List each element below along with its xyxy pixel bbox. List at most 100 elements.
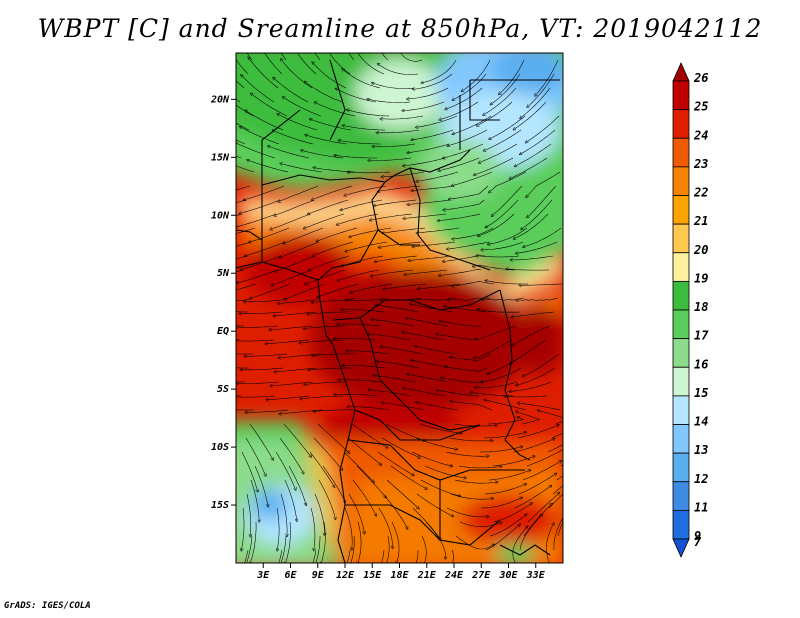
streamline <box>280 493 287 535</box>
streamline <box>479 213 515 236</box>
streamline <box>400 53 423 62</box>
streamline <box>412 129 454 140</box>
streamline <box>492 185 523 216</box>
lat-tick-label: 15S <box>211 500 229 511</box>
colorbar-label: 13 <box>694 443 708 457</box>
streamline <box>528 185 557 217</box>
streamline <box>308 199 349 214</box>
colorbar-swatch <box>672 538 690 558</box>
streamline <box>479 143 518 163</box>
streamline <box>278 114 318 131</box>
colorbar-label: 16 <box>694 357 708 371</box>
axis-ticks: 20N 15N 10N 5N EQ 5S 10S 15S 3E 6E 9E 12E 15E 18E 21E 2… <box>210 94 546 581</box>
streamline <box>451 549 454 563</box>
streamline <box>283 97 322 117</box>
streamline <box>315 103 356 117</box>
streamline <box>424 465 465 478</box>
streamline <box>451 353 492 361</box>
streamline <box>412 185 455 191</box>
streamline <box>245 241 286 256</box>
streamline <box>345 185 387 195</box>
streamline <box>488 470 530 481</box>
streamline <box>378 361 420 369</box>
streamline <box>250 227 290 242</box>
streamline <box>373 143 416 147</box>
streamline <box>560 464 563 467</box>
streamline <box>415 550 419 563</box>
streamline <box>444 199 485 210</box>
lat-tick-label: 10N <box>211 210 230 221</box>
streamline <box>278 549 283 563</box>
streamline <box>236 213 277 227</box>
streamline <box>318 283 359 297</box>
streamline <box>458 466 501 468</box>
streamline <box>314 493 325 535</box>
streamline <box>511 255 554 260</box>
colorbar-swatch <box>672 366 690 397</box>
streamline <box>522 199 553 229</box>
lon-tick-label: 21E <box>417 570 437 581</box>
streamline <box>347 437 381 464</box>
streamline <box>241 451 258 491</box>
streamline <box>373 320 415 327</box>
streamline <box>462 59 491 91</box>
streamline <box>335 394 378 397</box>
streamline <box>450 185 489 199</box>
streamline <box>439 157 480 171</box>
streamline <box>273 131 314 145</box>
streamline <box>275 199 315 215</box>
streamline <box>378 64 419 75</box>
streamline <box>382 347 424 355</box>
streamline <box>240 199 281 213</box>
streamline <box>236 339 275 342</box>
streamline <box>411 304 453 313</box>
lon-tick-label: 33E <box>526 570 546 581</box>
lon-tick-label: 18E <box>390 570 409 581</box>
streamline <box>487 417 525 425</box>
streamline <box>344 507 352 549</box>
colorbar-swatch <box>672 280 690 311</box>
streamline <box>246 493 251 536</box>
streamline <box>547 444 563 453</box>
streamline <box>419 423 461 433</box>
streamline <box>281 164 323 173</box>
streamline <box>451 401 493 411</box>
streamline <box>245 297 287 302</box>
streamline <box>513 439 554 453</box>
streamline <box>437 334 479 341</box>
colorbar-label: 26 <box>693 71 708 85</box>
streamline <box>368 99 411 103</box>
colorbar-label: 19 <box>694 271 708 285</box>
streamline <box>439 213 481 221</box>
streamline <box>249 423 273 459</box>
streamline <box>526 115 560 142</box>
streamline <box>379 241 422 247</box>
streamline <box>312 185 353 200</box>
colorbar-label: 24 <box>693 128 708 142</box>
streamline <box>288 465 306 504</box>
streamline <box>455 535 494 550</box>
colorbar-swatch <box>672 62 690 82</box>
streamline <box>557 521 563 537</box>
streamline <box>250 521 257 563</box>
streamline <box>306 135 348 145</box>
credit-label: GrADS: IGES/COLA <box>4 601 91 611</box>
streamline <box>339 141 381 145</box>
streamline <box>240 311 283 314</box>
streamline <box>343 451 374 482</box>
streamline <box>279 297 321 304</box>
streamline <box>249 58 279 89</box>
colorbar-label: 21 <box>693 214 708 228</box>
streamline <box>474 339 513 358</box>
streamline <box>448 129 488 146</box>
lon-tick-label: 24E <box>444 570 464 581</box>
colorbar-label: 23 <box>693 157 708 171</box>
streamline <box>306 269 346 284</box>
streamline <box>408 143 450 153</box>
streamline <box>248 160 289 173</box>
streamline <box>370 390 412 397</box>
streamline <box>417 115 458 127</box>
streamline <box>245 353 288 356</box>
streamline <box>527 493 559 523</box>
